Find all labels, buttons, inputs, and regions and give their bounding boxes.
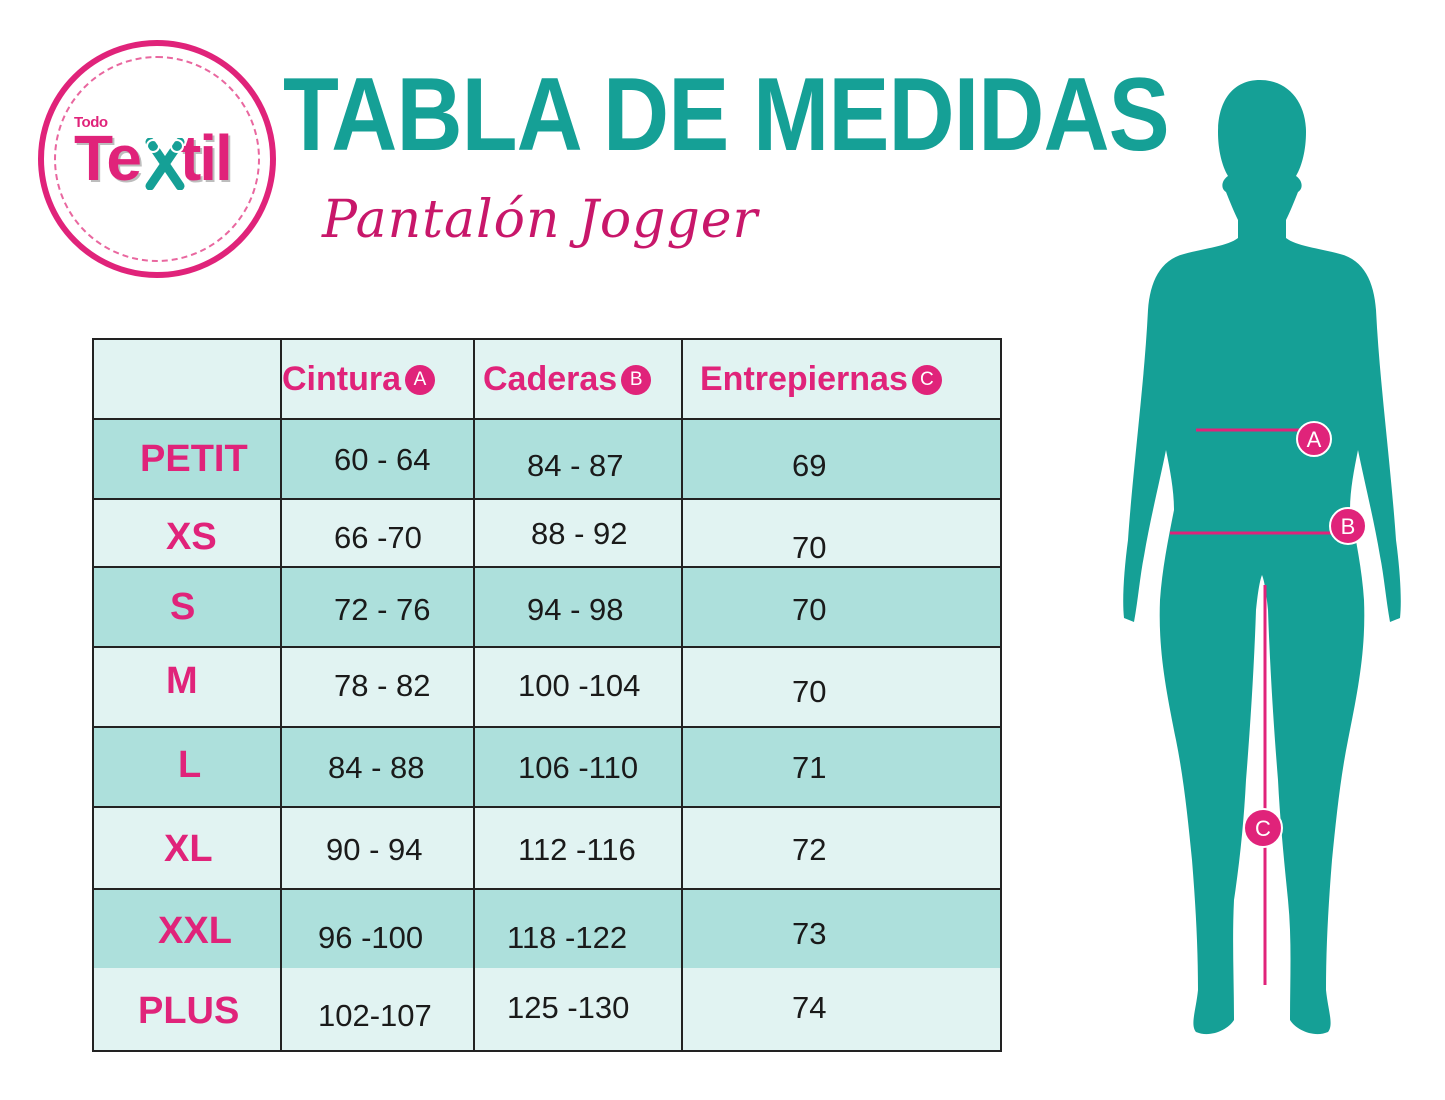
entrepiernas-value: 73	[792, 916, 827, 951]
marker-a-icon	[1296, 421, 1332, 457]
badge-a-icon: A	[405, 364, 435, 395]
brand-logo: Todo Te til	[38, 40, 276, 278]
entrepiernas-value: 72	[792, 832, 827, 867]
header-entrepiernas: Entrepiernas C	[700, 360, 942, 399]
logo-main-right: til	[179, 122, 233, 194]
marker-b-label: B	[1341, 514, 1356, 539]
size-label: S	[170, 586, 196, 628]
entrepiernas-value: 70	[792, 530, 827, 565]
entrepiernas-value: 70	[792, 674, 827, 709]
caderas-value: 118 -122	[507, 920, 628, 955]
badge-b-icon: B	[621, 364, 652, 395]
header-caderas-label: Caderas	[483, 360, 618, 398]
header-caderas: Caderas B	[483, 360, 652, 399]
marker-c-icon	[1243, 808, 1283, 848]
caderas-value: 88 - 92	[531, 516, 628, 551]
cintura-value: 66 -70	[334, 520, 422, 555]
page-title: TABLA DE MEDIDAS	[283, 57, 1170, 173]
size-label: XXL	[158, 910, 232, 952]
logo-small-text: Todo	[74, 114, 108, 131]
logo-dashed-ring	[54, 56, 260, 262]
caderas-value: 112 -116	[518, 832, 636, 867]
badge-c-icon: C	[911, 364, 942, 395]
caderas-value: 106 -110	[518, 750, 639, 785]
cintura-value: 84 - 88	[328, 750, 425, 785]
table-row: XXL 96 -100 118 -122 73	[94, 890, 1000, 968]
marker-a-label: A	[1307, 427, 1322, 452]
column-divider	[473, 340, 475, 1050]
table-row: PETIT 60 - 64 84 - 87 69	[94, 420, 1000, 500]
cintura-value: 72 - 76	[334, 592, 431, 627]
caderas-value: 84 - 87	[527, 448, 624, 483]
size-label: L	[178, 744, 202, 786]
marker-b-icon	[1329, 507, 1367, 545]
page-subtitle: Pantalón Jogger	[322, 190, 759, 250]
header-cintura: Cintura A	[282, 360, 435, 399]
header-cintura-label: Cintura	[282, 360, 401, 398]
size-label: XS	[166, 516, 217, 558]
cintura-value: 60 - 64	[334, 442, 431, 477]
silhouette-shape	[1123, 80, 1401, 1035]
caderas-value: 100 -104	[518, 668, 641, 703]
size-label: M	[166, 660, 198, 702]
column-divider	[280, 340, 282, 1050]
entrepiernas-value: 69	[792, 448, 827, 483]
table-row: PLUS 102-107 125 -130 74	[94, 968, 1000, 1050]
table-header-row: Cintura A Caderas B Entrepiernas C	[94, 340, 1000, 420]
entrepiernas-value: 70	[792, 592, 827, 627]
caderas-value: 94 - 98	[527, 592, 624, 627]
table-row: L 84 - 88 106 -110 71	[94, 728, 1000, 808]
table-row: M 78 - 82 100 -104 70	[94, 648, 1000, 728]
size-label: PETIT	[140, 438, 248, 480]
size-label: PLUS	[138, 990, 240, 1032]
marker-c-label: C	[1255, 816, 1271, 841]
entrepiernas-value: 71	[792, 750, 827, 785]
table-row: XL 90 - 94 112 -116 72	[94, 808, 1000, 890]
logo-main-left: Te	[74, 122, 142, 194]
table-row: XS 66 -70 88 - 92 70	[94, 500, 1000, 568]
column-divider	[681, 340, 683, 1050]
entrepiernas-value: 74	[792, 990, 827, 1025]
logo-main-text: Te til	[74, 126, 233, 190]
size-table: Cintura A Caderas B Entrepiernas C PETIT…	[92, 338, 1002, 1052]
header-entrepiernas-label: Entrepiernas	[700, 360, 908, 398]
body-silhouette: A B C	[1123, 80, 1401, 1035]
cintura-value: 90 - 94	[326, 832, 423, 867]
size-label: XL	[164, 828, 213, 870]
caderas-value: 125 -130	[507, 990, 630, 1025]
cintura-value: 102-107	[318, 998, 432, 1033]
cintura-value: 96 -100	[318, 920, 424, 955]
table-row: S 72 - 76 94 - 98 70	[94, 568, 1000, 648]
cintura-value: 78 - 82	[334, 668, 431, 703]
scissors-icon	[145, 138, 185, 190]
